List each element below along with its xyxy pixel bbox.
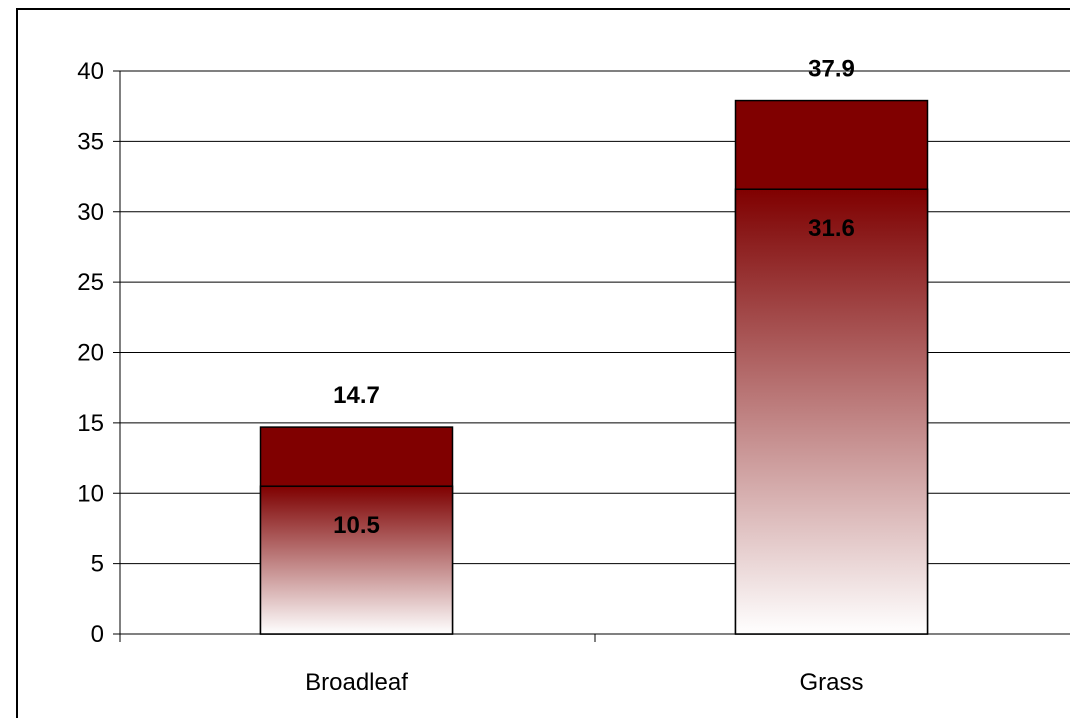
- y-tick-label: 30: [77, 199, 104, 226]
- data-label-outer: 14.7: [333, 382, 380, 409]
- bars: [259, 99, 929, 635]
- chart-frame: [16, 8, 1070, 718]
- y-tick-label: 40: [77, 58, 104, 85]
- data-label-outer: 37.9: [808, 56, 855, 83]
- data-label-inner: 10.5: [333, 512, 380, 539]
- bar-inner-grass: [734, 188, 929, 635]
- y-tick-label: 5: [91, 551, 104, 578]
- y-tick-label: 20: [77, 340, 104, 367]
- data-label-inner: 31.6: [808, 215, 855, 242]
- y-tick-label: 15: [77, 410, 104, 437]
- bar-inner-broadleaf: [259, 485, 454, 635]
- y-tick-label: 35: [77, 128, 104, 155]
- y-tick-label: 0: [91, 621, 104, 648]
- labels: 0 5 10 15 20 25 30 35 40 14.7 10.5 Broadleaf 37.9 31.…: [77, 56, 863, 696]
- y-tick-label: 10: [77, 480, 104, 507]
- y-tick-label: 25: [77, 269, 104, 296]
- x-category-label: Grass: [799, 669, 863, 696]
- x-category-label: Broadleaf: [305, 669, 408, 696]
